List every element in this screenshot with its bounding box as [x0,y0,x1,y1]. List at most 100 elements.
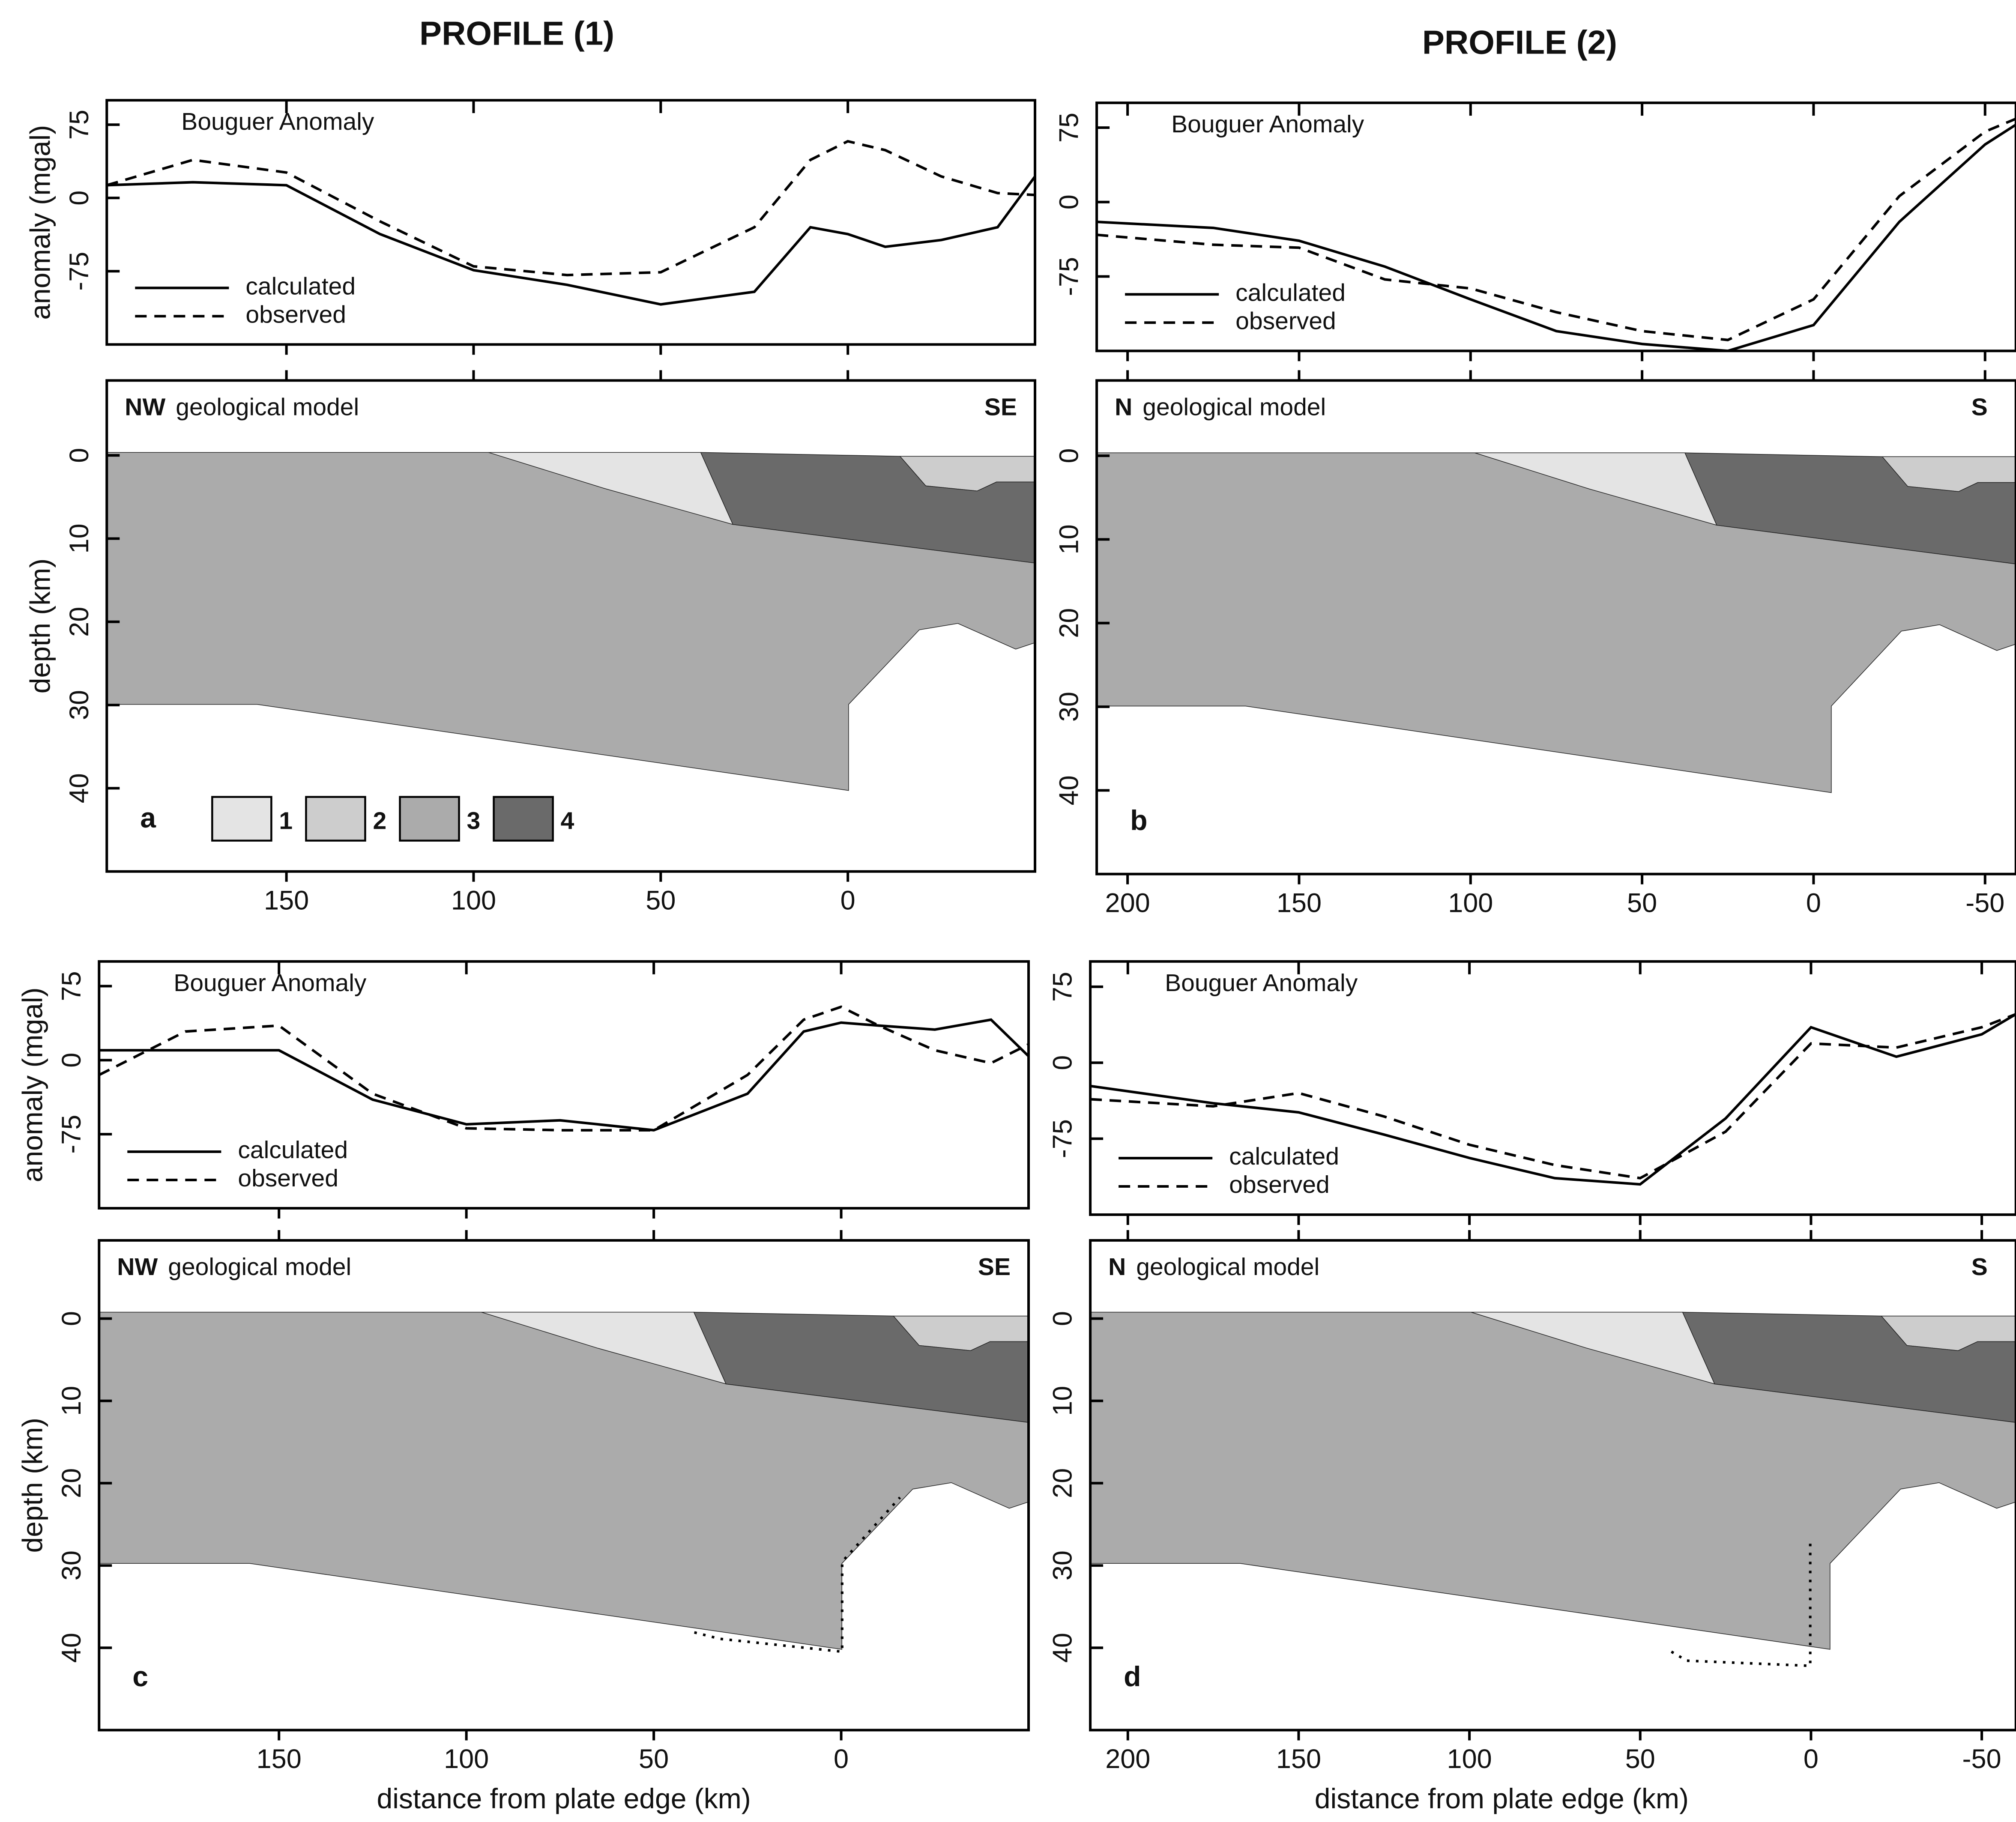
y-axis-label: depth (km) [17,1418,48,1553]
cross-section [1090,1312,2016,1649]
geological-layer [1685,453,2016,564]
y-tick-label: 0 [57,1311,87,1326]
y-tick-label: 20 [57,1468,87,1498]
legend-swatch [399,796,460,842]
y-tick-label: -75 [1048,1119,1078,1158]
plot-frame [98,1239,1030,1732]
plot-area [107,140,1035,306]
y-tick-label: 0 [1054,194,1084,209]
panel-title: geological model [1136,1253,1319,1281]
legend-label: 2 [373,807,386,835]
panel-letter: d [1124,1661,1141,1692]
profile-title: PROFILE (2) [1422,24,1617,61]
anomaly-line [1090,1013,2016,1186]
x-tick-label: 50 [1625,1744,1655,1774]
y-tick-label: 20 [1054,608,1084,638]
y-tick-label: 30 [64,690,94,720]
panel-letter: a [140,802,156,833]
y-tick-label: 10 [57,1386,87,1416]
y-tick-label: 0 [64,448,94,463]
x-tick-label: 150 [1277,888,1322,918]
profile-title: PROFILE (1) [419,15,614,52]
y-tick-label: 40 [57,1633,87,1663]
anomaly-line [99,1018,1029,1132]
y-axis-label: anomaly (mgal) [24,125,56,320]
y-tick-label: 0 [1048,1055,1078,1070]
legend-label: calculated [238,1136,348,1164]
anomaly-line [107,176,1035,306]
x-tick-label: 100 [1447,1744,1492,1774]
geological-layer [1683,1312,2016,1422]
section-end-label: SE [984,393,1017,421]
x-tick-label: -50 [1965,888,2004,918]
x-axis-label: distance from plate edge (km) [1315,1783,1689,1814]
section-end-label: S [1971,1253,1988,1281]
y-tick-label: 0 [1048,1311,1078,1326]
legend-label: calculated [1229,1143,1339,1170]
y-tick-label: 10 [64,523,94,553]
y-tick-label: 10 [1048,1386,1078,1416]
panel-title: Bouguer Anomaly [1171,111,1364,138]
layers [1090,1312,2016,1649]
legend-swatch [305,796,366,842]
anomaly-line [1097,123,2016,351]
y-tick-label: 10 [1054,524,1084,554]
plot-frame [105,99,1037,346]
legend-label: calculated [245,272,356,300]
x-tick-label: 50 [1627,888,1657,918]
legend-swatch [211,796,272,842]
y-tick-label: 30 [1054,692,1084,722]
legend-label: 4 [561,807,574,835]
cross-section [107,452,1035,790]
x-tick-label: 100 [444,1744,489,1774]
y-axis-label: anomaly (mgal) [17,987,48,1182]
section-end-label: S [1971,393,1988,421]
panel-title: Bouguer Anomaly [1165,969,1358,997]
section-end-label: N [1115,393,1132,421]
layers [107,452,1035,790]
panel-letter: c [132,1661,148,1692]
plot-area [1090,1013,2016,1186]
legend-label: 1 [279,807,293,835]
panel-title: geological model [1143,393,1326,421]
geological-layer [701,452,1035,563]
x-tick-label: 150 [257,1744,302,1774]
x-tick-label: 150 [264,885,309,915]
section-end-label: NW [125,393,165,421]
panel-title: Bouguer Anomaly [181,108,374,135]
panel-title: Bouguer Anomaly [173,969,367,997]
plot-frame [98,960,1030,1210]
y-tick-label: 75 [1048,972,1078,1002]
anomaly-line [1090,1013,2016,1180]
y-tick-label: 20 [1048,1468,1078,1498]
plot-frame [105,379,1037,873]
y-tick-label: 0 [1054,448,1084,463]
x-tick-label: 100 [451,885,496,915]
y-tick-label: 30 [1048,1550,1078,1580]
x-tick-label: -50 [1962,1744,2001,1774]
y-tick-label: 75 [1054,113,1084,143]
x-tick-label: 100 [1448,888,1493,918]
x-tick-label: 200 [1105,888,1150,918]
x-tick-label: 50 [646,885,676,915]
geological-layer [694,1312,1029,1422]
y-tick-label: 30 [57,1550,87,1580]
y-tick-label: 75 [57,971,87,1001]
anomaly-line [107,140,1035,277]
y-tick-label: -75 [57,1115,87,1154]
plot-area [1097,117,2016,351]
y-tick-label: -75 [64,252,94,291]
y-axis-label: depth (km) [24,559,56,694]
legend-label: calculated [1235,279,1346,306]
legend-label: observed [1229,1171,1330,1198]
y-tick-label: 75 [64,110,94,140]
x-tick-label: 0 [840,885,855,915]
section-end-label: NW [117,1253,158,1281]
panel-letter: b [1130,804,1147,836]
x-tick-label: 200 [1105,1744,1150,1774]
y-tick-label: 20 [64,607,94,637]
x-tick-label: 0 [834,1744,849,1774]
panel-title: geological model [176,393,359,421]
cross-section [99,1312,1029,1649]
